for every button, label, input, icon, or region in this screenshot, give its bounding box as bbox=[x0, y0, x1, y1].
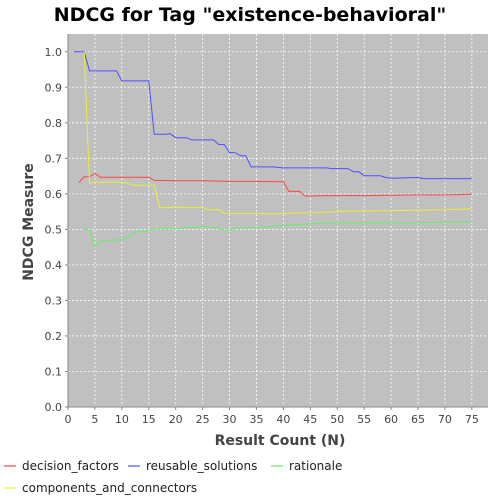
legend-label: reusable_solutions bbox=[146, 459, 257, 473]
y-axis-label: NDCG Measure bbox=[21, 163, 37, 281]
y-tick-label: 0.0 bbox=[45, 401, 63, 414]
y-tick-label: 0.6 bbox=[45, 188, 63, 201]
y-tick-label: 0.4 bbox=[45, 259, 63, 272]
legend-item-decision-factors: decision_factors bbox=[4, 459, 119, 473]
legend-item-rationale: rationale bbox=[271, 459, 342, 473]
y-tick-label: 0.9 bbox=[45, 81, 63, 94]
legend-label: rationale bbox=[289, 459, 342, 473]
x-tick-label: 70 bbox=[438, 413, 452, 426]
x-tick-labels: 0 5 10 15 20 25 30 35 40 45 50 55 60 65 70 75 bbox=[65, 407, 479, 426]
x-tick-label: 60 bbox=[384, 413, 398, 426]
y-tick-label: 0.7 bbox=[45, 152, 63, 165]
legend-label: decision_factors bbox=[22, 459, 119, 473]
x-tick-label: 45 bbox=[303, 413, 317, 426]
x-tick-label: 55 bbox=[357, 413, 371, 426]
legend-item-reusable-solutions: reusable_solutions bbox=[128, 459, 257, 473]
x-tick-label: 65 bbox=[411, 413, 425, 426]
legend-label: components_and_connectors bbox=[22, 481, 197, 495]
x-tick-label: 35 bbox=[249, 413, 263, 426]
x-tick-label: 15 bbox=[142, 413, 156, 426]
x-tick-label: 40 bbox=[276, 413, 290, 426]
y-tick-label: 0.5 bbox=[45, 223, 63, 236]
x-tick-label: 5 bbox=[91, 413, 98, 426]
legend-item-components-and-connectors: components_and_connectors bbox=[4, 481, 197, 495]
y-tick-label: 1.0 bbox=[45, 46, 63, 59]
y-tick-labels: 0.0 0.1 0.2 0.3 0.4 0.5 0.6 0.7 0.8 0.9 1.0 bbox=[45, 46, 69, 414]
plot-area bbox=[68, 34, 488, 407]
x-tick-label: 30 bbox=[223, 413, 237, 426]
y-tick-label: 0.1 bbox=[45, 365, 63, 378]
legend: decision_factors reusable_solutions ration… bbox=[4, 459, 342, 495]
chart-title: NDCG for Tag "existence-behavioral" bbox=[54, 4, 446, 26]
x-axis-label: Result Count (N) bbox=[215, 433, 346, 449]
x-tick-label: 10 bbox=[115, 413, 129, 426]
x-tick-label: 25 bbox=[196, 413, 210, 426]
x-tick-label: 20 bbox=[169, 413, 183, 426]
x-tick-label: 50 bbox=[330, 413, 344, 426]
x-tick-label: 0 bbox=[65, 413, 72, 426]
y-tick-label: 0.3 bbox=[45, 294, 63, 307]
y-tick-label: 0.8 bbox=[45, 117, 63, 130]
x-tick-label: 75 bbox=[465, 413, 479, 426]
y-tick-label: 0.2 bbox=[45, 330, 63, 343]
